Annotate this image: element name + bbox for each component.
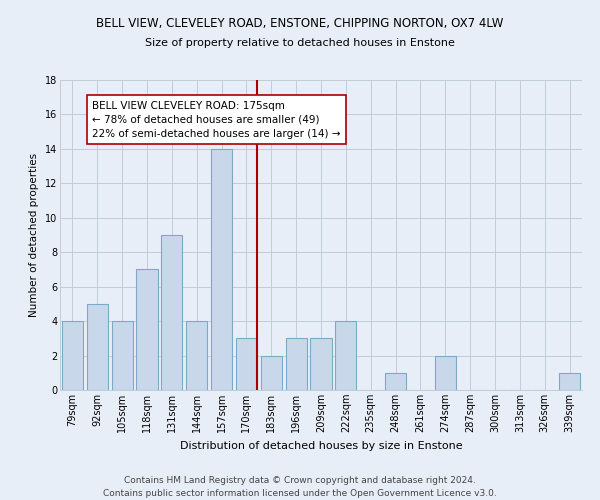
Text: BELL VIEW, CLEVELEY ROAD, ENSTONE, CHIPPING NORTON, OX7 4LW: BELL VIEW, CLEVELEY ROAD, ENSTONE, CHIPP…	[97, 18, 503, 30]
X-axis label: Distribution of detached houses by size in Enstone: Distribution of detached houses by size …	[179, 440, 463, 450]
Bar	[112, 321, 133, 390]
Bar	[559, 373, 580, 390]
Bar	[211, 149, 232, 390]
Bar	[161, 235, 182, 390]
Bar	[335, 321, 356, 390]
Y-axis label: Number of detached properties: Number of detached properties	[29, 153, 39, 317]
Text: BELL VIEW CLEVELEY ROAD: 175sqm
← 78% of detached houses are smaller (49)
22% of: BELL VIEW CLEVELEY ROAD: 175sqm ← 78% of…	[92, 100, 341, 138]
Bar	[136, 270, 158, 390]
Bar	[261, 356, 282, 390]
Bar	[62, 321, 83, 390]
Text: Contains HM Land Registry data © Crown copyright and database right 2024.
Contai: Contains HM Land Registry data © Crown c…	[103, 476, 497, 498]
Bar	[385, 373, 406, 390]
Bar	[310, 338, 332, 390]
Bar	[186, 321, 207, 390]
Bar	[435, 356, 456, 390]
Bar	[286, 338, 307, 390]
Bar	[236, 338, 257, 390]
Text: Size of property relative to detached houses in Enstone: Size of property relative to detached ho…	[145, 38, 455, 48]
Bar	[87, 304, 108, 390]
